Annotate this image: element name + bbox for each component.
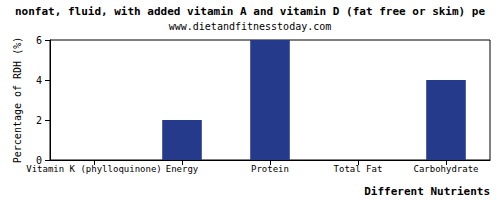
svg-text:Percentage of RDH (%): Percentage of RDH (%) xyxy=(12,37,23,163)
svg-text:Carbohydrate: Carbohydrate xyxy=(413,164,478,174)
svg-text:4: 4 xyxy=(36,75,42,86)
svg-text:0: 0 xyxy=(36,154,42,166)
svg-text:nonfat, fluid, with added vita: nonfat, fluid, with added vitamin A and … xyxy=(15,5,486,18)
svg-text:Protein: Protein xyxy=(251,164,289,174)
svg-text:6: 6 xyxy=(36,35,42,46)
svg-text:Vitamin K (phylloquinone): Vitamin K (phylloquinone) xyxy=(26,164,161,174)
svg-text:2: 2 xyxy=(36,115,42,126)
svg-text:Different Nutrients: Different Nutrients xyxy=(364,185,490,198)
svg-text:www.dietandfitnesstoday.com: www.dietandfitnesstoday.com xyxy=(169,21,332,32)
svg-text:Energy: Energy xyxy=(166,164,199,174)
svg-text:Total Fat: Total Fat xyxy=(334,164,383,174)
